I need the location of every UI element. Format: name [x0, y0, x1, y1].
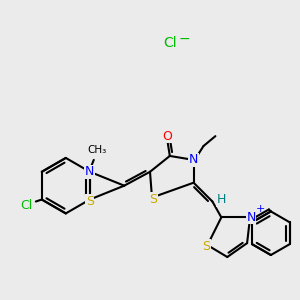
Text: O: O [162, 130, 172, 142]
Text: CH₃: CH₃ [87, 145, 106, 155]
Text: S: S [86, 195, 94, 208]
Text: −: − [179, 32, 190, 46]
Text: S: S [149, 193, 157, 206]
Text: +: + [255, 204, 265, 214]
Text: H: H [217, 193, 226, 206]
Text: S: S [202, 240, 211, 253]
Text: Cl: Cl [20, 199, 32, 212]
Text: N: N [246, 211, 256, 224]
Text: N: N [189, 153, 198, 167]
Text: N: N [85, 165, 94, 178]
Text: Cl: Cl [163, 36, 177, 50]
